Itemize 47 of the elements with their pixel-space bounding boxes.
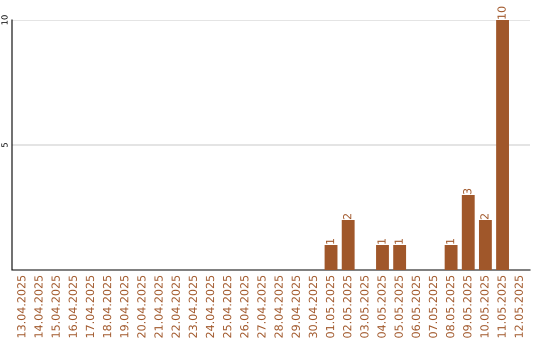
x-tick-label: 15.04.2025 xyxy=(51,276,60,338)
data-label: 1 xyxy=(326,238,334,244)
x-tick-label: 26.04.2025 xyxy=(240,276,248,338)
x-tick-label: 18.04.2025 xyxy=(102,276,112,338)
x-tick-label: 06.05.2025 xyxy=(412,276,420,338)
bar xyxy=(462,195,475,270)
x-tick-label: 10.05.2025 xyxy=(480,276,489,338)
bar xyxy=(393,245,406,270)
x-tick-label: 12.05.2025 xyxy=(514,276,523,338)
x-tick-label: 29.04.2025 xyxy=(292,276,300,338)
x-tick-label: 28.04.2025 xyxy=(274,276,283,338)
x-tick-label: 07.05.2025 xyxy=(428,276,438,338)
x-tick-label: 30.04.2025 xyxy=(308,276,318,338)
x-tick-label: 11.05.2025 xyxy=(497,276,506,338)
x-tick-label: 17.04.2025 xyxy=(86,276,94,338)
bar xyxy=(444,245,458,270)
bar xyxy=(376,245,389,270)
x-tick-label: 05.05.2025 xyxy=(394,276,403,338)
x-tick-label: 23.04.2025 xyxy=(188,276,198,338)
bar xyxy=(478,220,492,270)
y-tick-label: 5 xyxy=(1,143,8,148)
x-tick-label: 27.04.2025 xyxy=(257,276,266,338)
x-tick-label: 25.04.2025 xyxy=(222,276,232,338)
data-label: 2 xyxy=(343,214,352,220)
data-label: 1 xyxy=(377,238,386,244)
x-tick-label: 03.05.2025 xyxy=(360,276,369,338)
data-label: 10 xyxy=(497,6,506,19)
x-tick-label: 22.04.2025 xyxy=(171,276,180,338)
x-tick-label: 01.05.2025 xyxy=(326,276,334,338)
data-label: 1 xyxy=(394,238,403,244)
x-tick-label: 14.04.2025 xyxy=(34,276,43,338)
x-tick-label: 24.04.2025 xyxy=(206,276,214,338)
bar xyxy=(324,245,338,270)
x-tick-label: 16.04.2025 xyxy=(68,276,77,338)
data-label: 1 xyxy=(446,238,454,244)
x-tick-label: 21.04.2025 xyxy=(154,276,163,338)
bar xyxy=(496,20,509,270)
x-tick-label: 20.04.2025 xyxy=(137,276,146,338)
bar xyxy=(342,220,355,270)
data-label: 3 xyxy=(463,188,472,194)
data-label: 2 xyxy=(480,214,488,220)
x-tick-label: 02.05.2025 xyxy=(343,276,352,338)
x-tick-label: 08.05.2025 xyxy=(446,276,454,338)
x-tick-label: 09.05.2025 xyxy=(463,276,472,338)
x-tick-label: 13.04.2025 xyxy=(17,276,26,338)
x-tick-label: 04.05.2025 xyxy=(377,276,386,338)
x-tick-label: 19.04.2025 xyxy=(120,276,128,338)
